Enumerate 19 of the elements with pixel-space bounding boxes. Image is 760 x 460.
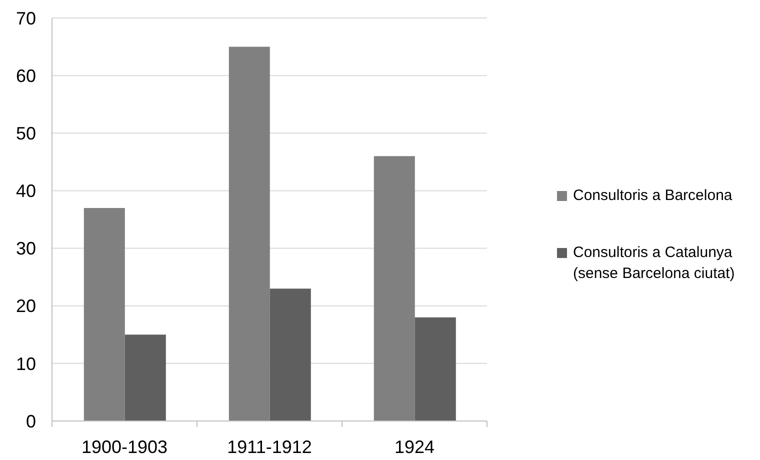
y-tick-label: 30: [16, 238, 36, 259]
y-tick-label: 10: [16, 354, 36, 374]
y-tick-label: 40: [16, 181, 36, 202]
y-tick-label: 70: [16, 8, 36, 28]
legend-label: Consultoris a Catalunya (sense Barcelona ciutat): [573, 242, 736, 284]
y-tick-label: 0: [26, 411, 36, 432]
bar: [270, 288, 311, 421]
x-tick-label: 1911-1912: [227, 437, 312, 457]
y-tick-label: 20: [16, 296, 36, 316]
x-tick-label: 1924: [394, 437, 435, 457]
bar: [84, 208, 125, 421]
y-tick-label: 60: [16, 66, 36, 86]
legend-label: Consultoris a Barcelona: [573, 186, 732, 206]
y-tick-label: 50: [16, 124, 36, 144]
bar: [414, 317, 456, 421]
bar: [374, 156, 415, 421]
bar: [124, 334, 166, 421]
x-tick-label: 1900-1903: [81, 437, 168, 457]
bar: [228, 46, 270, 421]
